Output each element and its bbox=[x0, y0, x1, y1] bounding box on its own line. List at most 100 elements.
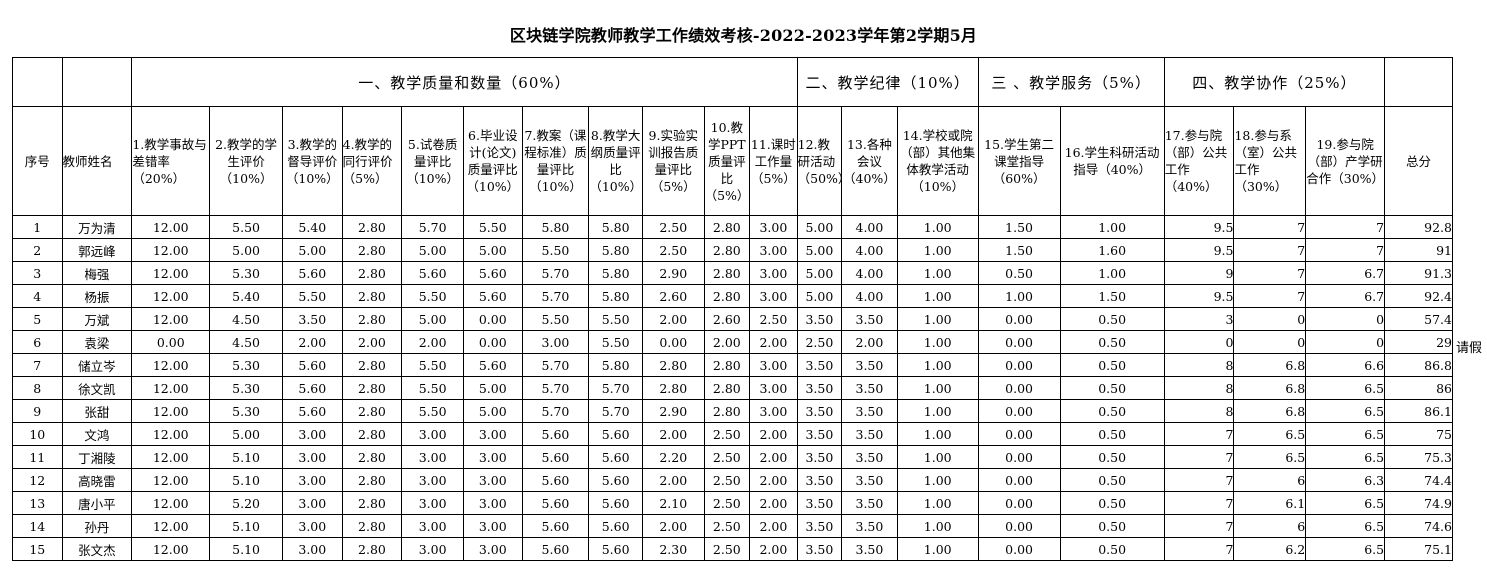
cell-c2: 5.10 bbox=[209, 514, 283, 538]
cell-c10: 2.80 bbox=[703, 261, 751, 285]
cell-c19: 6.5 bbox=[1305, 445, 1386, 469]
cell-c19: 6.5 bbox=[1305, 376, 1386, 400]
cell-c16: 1.00 bbox=[1059, 261, 1165, 285]
cell-c4: 2.80 bbox=[341, 261, 403, 285]
cell-name: 万为清 bbox=[61, 215, 133, 239]
cell-c13: 3.50 bbox=[841, 514, 898, 538]
cell-c8: 5.80 bbox=[588, 284, 643, 308]
cell-seq: 8 bbox=[12, 376, 63, 400]
cell-c7: 5.50 bbox=[521, 238, 590, 262]
cell-seq: 11 bbox=[12, 445, 63, 469]
cell-c13: 4.00 bbox=[841, 215, 898, 239]
cell-c16: 0.50 bbox=[1059, 537, 1165, 561]
cell-c9: 2.00 bbox=[641, 422, 705, 446]
cell-name: 文鸿 bbox=[61, 422, 133, 446]
cell-c15: 0.00 bbox=[977, 307, 1061, 331]
cell-c1: 12.00 bbox=[131, 445, 211, 469]
cell-name: 丁湘陵 bbox=[61, 445, 133, 469]
cell-c8: 5.60 bbox=[588, 422, 643, 446]
cell-c10: 2.80 bbox=[703, 215, 751, 239]
sheet-title: 区块链学院教师教学工作绩效考核-2022-2023学年第2学期5月 bbox=[509, 26, 978, 45]
cell-c6: 3.00 bbox=[462, 445, 523, 469]
cell-c1: 12.00 bbox=[131, 261, 211, 285]
table-row: 11 丁湘陵 12.00 5.10 3.00 2.80 3.00 3.00 5.60 5.60 2.… bbox=[12, 445, 1453, 469]
cell-c1: 12.00 bbox=[131, 307, 211, 331]
cell-c9: 2.90 bbox=[641, 399, 705, 423]
cell-name: 郭远峰 bbox=[61, 238, 133, 262]
cell-c7: 5.60 bbox=[521, 537, 590, 561]
cell-c5: 3.00 bbox=[401, 445, 464, 469]
cell-c15: 0.00 bbox=[977, 445, 1061, 469]
cell-c4: 2.80 bbox=[341, 537, 403, 561]
cell-c17: 8 bbox=[1163, 376, 1235, 400]
cell-name: 张甜 bbox=[61, 399, 133, 423]
cell-c18: 7 bbox=[1233, 215, 1307, 239]
blank-corner-seq bbox=[12, 57, 63, 107]
cell-c1: 12.00 bbox=[131, 399, 211, 423]
cell-c5: 5.60 bbox=[401, 261, 464, 285]
col-header-5: 5.试卷质量评比（10%） bbox=[401, 106, 464, 216]
cell-c6: 3.00 bbox=[462, 514, 523, 538]
cell-c9: 2.50 bbox=[641, 215, 705, 239]
col-header-13: 13.各种会议（40%） bbox=[841, 106, 898, 216]
cell-name: 唐小平 bbox=[61, 491, 133, 515]
cell-c7: 5.70 bbox=[521, 399, 590, 423]
cell-c7: 5.60 bbox=[521, 514, 590, 538]
cell-seq: 15 bbox=[12, 537, 63, 561]
cell-c13: 3.50 bbox=[841, 491, 898, 515]
cell-c2: 5.10 bbox=[209, 445, 283, 469]
cell-c11: 2.00 bbox=[749, 537, 798, 561]
cell-c12: 5.00 bbox=[796, 261, 843, 285]
cell-c5: 5.50 bbox=[401, 284, 464, 308]
cell-c7: 5.50 bbox=[521, 307, 590, 331]
cell-c9: 2.80 bbox=[641, 353, 705, 377]
cell-c4: 2.00 bbox=[341, 330, 403, 354]
table-row: 8 徐文凯 12.00 5.30 5.60 2.80 5.50 5.00 5.70 5.70 2.8… bbox=[12, 376, 1453, 400]
cell-c2: 5.30 bbox=[209, 399, 283, 423]
cell-c16: 0.50 bbox=[1059, 376, 1165, 400]
cell-c12: 3.50 bbox=[796, 514, 843, 538]
table-row: 4 杨振 12.00 5.40 5.50 2.80 5.50 5.60 5.70 5.80 2.60… bbox=[12, 284, 1453, 308]
cell-c3: 5.40 bbox=[281, 215, 343, 239]
cell-c11: 3.00 bbox=[749, 376, 798, 400]
cell-c11: 3.00 bbox=[749, 238, 798, 262]
cell-c6: 5.00 bbox=[462, 399, 523, 423]
group-teaching-service: 三 、教学服务（5%） bbox=[977, 57, 1165, 107]
cell-c10: 2.50 bbox=[703, 422, 751, 446]
cell-c14: 1.00 bbox=[896, 330, 979, 354]
cell-c11: 3.00 bbox=[749, 215, 798, 239]
cell-c5: 5.50 bbox=[401, 399, 464, 423]
cell-c5: 5.50 bbox=[401, 353, 464, 377]
cell-c10: 2.80 bbox=[703, 399, 751, 423]
cell-c19: 6.6 bbox=[1305, 353, 1386, 377]
cell-total: 92.8 bbox=[1384, 215, 1453, 239]
col-header-8: 8.教学大纲质量评比（10%） bbox=[588, 106, 643, 216]
cell-c2: 4.50 bbox=[209, 330, 283, 354]
col-header-4: 4.教学的同行评价（5%） bbox=[341, 106, 403, 216]
cell-c9: 2.50 bbox=[641, 238, 705, 262]
blank-corner-name bbox=[61, 57, 133, 107]
cell-c10: 2.80 bbox=[703, 353, 751, 377]
cell-c10: 2.50 bbox=[703, 537, 751, 561]
cell-c19: 6.5 bbox=[1305, 537, 1386, 561]
cell-c9: 2.60 bbox=[641, 284, 705, 308]
col-header-2: 2.教学的学生评价（10%） bbox=[209, 106, 283, 216]
cell-c18: 0 bbox=[1233, 307, 1307, 331]
cell-c6: 3.00 bbox=[462, 422, 523, 446]
table-row: 14 孙丹 12.00 5.10 3.00 2.80 3.00 3.00 5.60 5.60 2.0… bbox=[12, 514, 1453, 538]
cell-c1: 12.00 bbox=[131, 514, 211, 538]
cell-c11: 2.00 bbox=[749, 514, 798, 538]
cell-c1: 12.00 bbox=[131, 238, 211, 262]
cell-c14: 1.00 bbox=[896, 422, 979, 446]
cell-c10: 2.80 bbox=[703, 238, 751, 262]
cell-c11: 2.00 bbox=[749, 445, 798, 469]
cell-c3: 5.00 bbox=[281, 238, 343, 262]
cell-c9: 2.80 bbox=[641, 376, 705, 400]
cell-c1: 12.00 bbox=[131, 376, 211, 400]
cell-c15: 0.00 bbox=[977, 514, 1061, 538]
col-header-11: 11.课时工作量（5%） bbox=[749, 106, 798, 216]
cell-c12: 3.50 bbox=[796, 445, 843, 469]
cell-seq: 14 bbox=[12, 514, 63, 538]
cell-c19: 7 bbox=[1305, 215, 1386, 239]
cell-c16: 1.00 bbox=[1059, 215, 1165, 239]
